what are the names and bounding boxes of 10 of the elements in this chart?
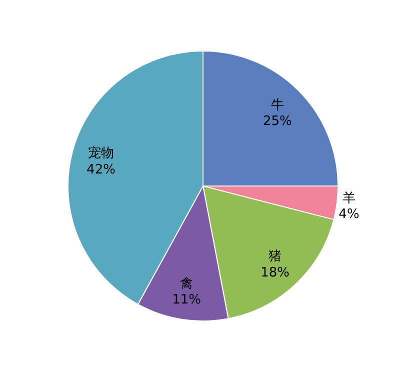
slice-label: 宠物: [88, 146, 114, 162]
data-label: 11%: [172, 292, 201, 308]
slice-label: 牛: [270, 98, 284, 113]
slice-label: 禽: [180, 276, 194, 292]
data-label: 18%: [260, 265, 290, 280]
data-label: 25%: [263, 114, 292, 130]
data-label: 4%: [338, 207, 360, 222]
slice-label: 羊: [342, 190, 356, 206]
slice-label: 猪: [268, 249, 282, 264]
data-label: 42%: [86, 162, 116, 178]
